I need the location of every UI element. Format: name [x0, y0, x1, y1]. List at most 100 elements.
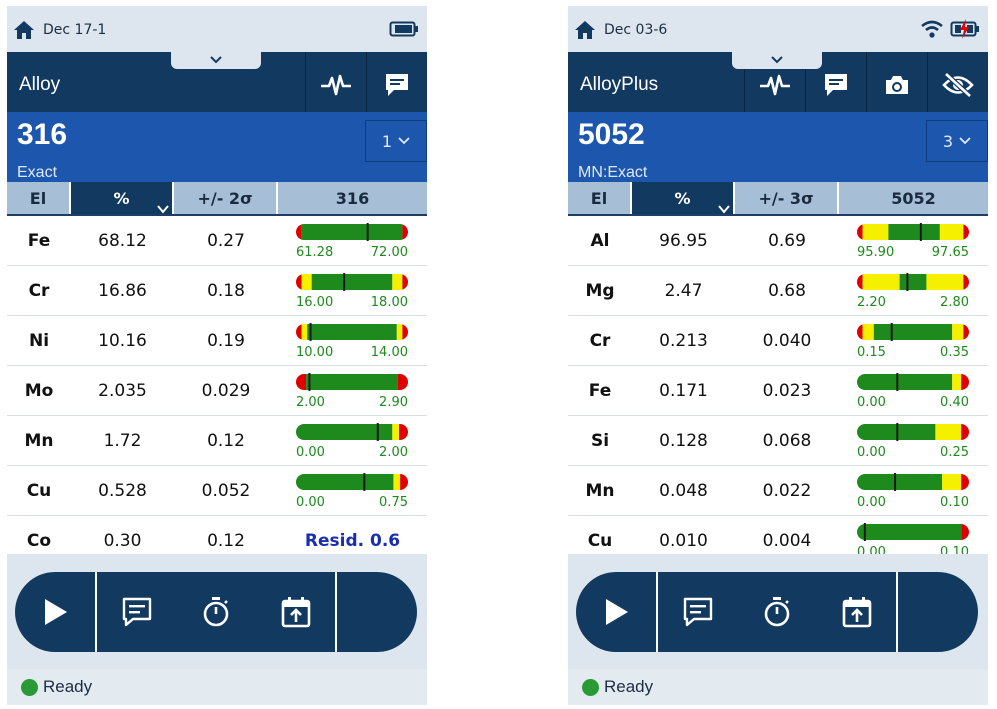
range-zone — [296, 423, 393, 440]
table-row[interactable]: Co 0.30 0.12 Resid. 0.6 — [7, 516, 427, 554]
chevron-down-icon — [398, 137, 410, 145]
table-row[interactable]: Fe 0.171 0.023 0.00 0.40 — [568, 366, 988, 416]
empty-action-slot[interactable] — [337, 572, 417, 652]
range-min-label: 0.00 — [857, 395, 886, 410]
chevron-down-icon — [771, 56, 783, 64]
element-error: 0.068 — [762, 430, 812, 451]
comment-button[interactable] — [366, 52, 427, 112]
spectrum-button[interactable] — [744, 52, 805, 112]
ready-status: Ready — [604, 677, 654, 696]
spec-range-bar: 2.20 2.80 — [839, 266, 988, 316]
range-zone — [301, 323, 308, 340]
table-row[interactable]: Cr 0.213 0.040 0.15 0.35 — [568, 316, 988, 366]
table-row[interactable]: Al 96.95 0.69 95.90 97.65 — [568, 216, 988, 266]
empty-action-slot[interactable] — [898, 572, 978, 652]
header-error[interactable]: +/- 2σ — [174, 182, 278, 214]
header-element[interactable]: El — [7, 182, 71, 214]
element-table[interactable]: Al 96.95 0.69 95.90 97.65 Mg 2.47 0.68 2.20 2.80 C… — [568, 216, 988, 554]
range-zone — [857, 223, 863, 240]
spec-range-bar: 0.15 0.35 — [839, 316, 988, 366]
comment-button[interactable] — [805, 52, 866, 112]
home-icon[interactable] — [13, 20, 35, 40]
ready-indicator-icon — [21, 679, 38, 696]
range-zone — [311, 273, 393, 290]
header-error[interactable]: +/- 3σ — [735, 182, 839, 214]
stopwatch-icon — [203, 597, 229, 627]
range-zone — [301, 273, 312, 290]
table-row[interactable]: Mg 2.47 0.68 2.20 2.80 — [568, 266, 988, 316]
timer-button[interactable] — [737, 572, 817, 652]
header-element[interactable]: El — [568, 182, 632, 214]
range-max-label: 0.35 — [940, 345, 969, 360]
range-max-label: 0.10 — [940, 545, 969, 555]
action-area — [568, 554, 988, 669]
element-percent: 2.035 — [98, 380, 147, 401]
range-max-label: 0.75 — [379, 495, 408, 510]
element-percent: 96.95 — [659, 230, 708, 251]
range-zone — [963, 323, 969, 340]
match-rank-select[interactable]: 1 — [365, 120, 427, 162]
play-button[interactable] — [576, 572, 656, 652]
range-zone — [961, 423, 969, 440]
schedule-upload-button[interactable] — [256, 572, 335, 652]
range-zone — [402, 323, 408, 340]
home-icon[interactable] — [574, 20, 596, 40]
table-header: El % +/- 2σ 316 — [7, 182, 427, 216]
element-percent: 10.16 — [98, 330, 147, 351]
match-rank-select[interactable]: 3 — [926, 120, 988, 162]
range-zone — [899, 273, 927, 290]
play-button[interactable] — [15, 572, 95, 652]
element-error: 0.68 — [768, 280, 806, 301]
table-row[interactable]: Si 0.128 0.068 0.00 0.25 — [568, 416, 988, 466]
range-min-label: 0.00 — [296, 495, 325, 510]
battery-charging-icon — [950, 19, 979, 39]
action-pill — [15, 572, 417, 652]
range-min-label: 61.28 — [296, 245, 333, 260]
spec-range-bar: 61.28 72.00 — [278, 216, 427, 266]
status-footer: Ready — [568, 669, 988, 705]
spectrum-button[interactable] — [305, 52, 366, 112]
header-percent[interactable]: % — [71, 182, 174, 214]
spec-range-bar: 16.00 18.00 — [278, 266, 427, 316]
value-marker — [906, 272, 909, 291]
table-row[interactable]: Mn 1.72 0.12 0.00 2.00 — [7, 416, 427, 466]
table-header: El % +/- 3σ 5052 — [568, 182, 988, 216]
camera-button[interactable] — [866, 52, 927, 112]
table-row[interactable]: Cu 0.010 0.004 0.00 0.10 — [568, 516, 988, 554]
element-table[interactable]: Fe 68.12 0.27 61.28 72.00 Cr 16.86 0.18 16.00 18.… — [7, 216, 427, 554]
element-symbol: Fe — [27, 230, 51, 251]
header-spec[interactable]: 316 — [335, 188, 370, 208]
hide-results-button[interactable] — [927, 52, 988, 112]
schedule-upload-button[interactable] — [817, 572, 896, 652]
comment-icon — [683, 597, 712, 627]
element-symbol: Mo — [24, 380, 54, 401]
comment-action-button[interactable] — [97, 572, 176, 652]
table-row[interactable]: Ni 10.16 0.19 10.00 14.00 — [7, 316, 427, 366]
comment-action-button[interactable] — [658, 572, 737, 652]
camera-icon — [886, 76, 908, 94]
header-spec[interactable]: 5052 — [891, 188, 936, 208]
table-row[interactable]: Mo 2.035 0.029 2.00 2.90 — [7, 366, 427, 416]
element-symbol: Cr — [28, 280, 50, 301]
table-row[interactable]: Cr 16.86 0.18 16.00 18.00 — [7, 266, 427, 316]
range-min-label: 0.00 — [857, 495, 886, 510]
stopwatch-icon — [764, 597, 790, 627]
range-zone — [862, 273, 900, 290]
value-marker — [308, 372, 311, 391]
timer-button[interactable] — [176, 572, 256, 652]
range-zone — [862, 223, 889, 240]
pull-down-tab[interactable] — [732, 52, 822, 69]
table-row[interactable]: Cu 0.528 0.052 0.00 0.75 — [7, 466, 427, 516]
battery-icon — [389, 21, 418, 37]
range-max-label: 2.90 — [379, 395, 408, 410]
range-max-label: 14.00 — [371, 345, 408, 360]
range-zone — [296, 273, 302, 290]
range-max-label: 97.65 — [932, 245, 969, 260]
table-row[interactable]: Mn 0.048 0.022 0.00 0.10 — [568, 466, 988, 516]
match-rank-value: 3 — [942, 131, 954, 151]
device-screen-right: Dec 03-6 AlloyPlus 5052 MN:Exact 3 — [568, 6, 988, 705]
range-zone — [393, 473, 401, 490]
pull-down-tab[interactable] — [171, 52, 261, 69]
table-row[interactable]: Fe 68.12 0.27 61.28 72.00 — [7, 216, 427, 266]
header-percent[interactable]: % — [632, 182, 735, 214]
